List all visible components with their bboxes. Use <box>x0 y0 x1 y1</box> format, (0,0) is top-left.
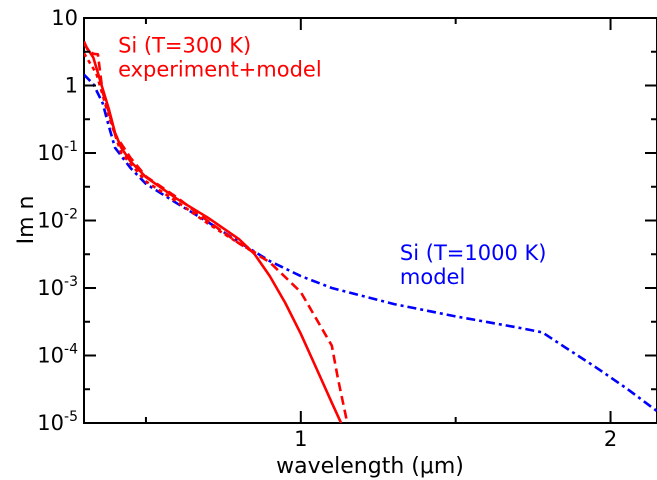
y-tick-label: 10 <box>51 6 78 30</box>
y-tick-label: 10-1 <box>37 139 78 165</box>
annotation-layer: Si (T=300 K)experiment+model Si (T=1000 K… <box>118 33 546 289</box>
x-tick-label: 1 <box>294 427 307 451</box>
annotation-text: Si (T=300 K) <box>118 33 251 57</box>
annotation-text: experiment+model <box>118 57 322 81</box>
x-tick-label: 2 <box>604 427 617 451</box>
y-tick-label: 10-5 <box>37 409 78 435</box>
tick-layer: 10 1 10-1 10-2 10-3 10-4 10-5 1 2 <box>37 6 657 451</box>
y-tick-label: 10-3 <box>37 274 78 300</box>
series-layer <box>84 40 657 423</box>
y-axis-label: Im n <box>14 196 39 245</box>
x-axis-label: wavelength (μm) <box>276 454 464 479</box>
series-line-3 <box>84 52 259 256</box>
series-line-1 <box>84 42 343 423</box>
y-tick-label: 1 <box>65 74 78 98</box>
y-tick-label: 10-2 <box>37 207 78 233</box>
series-line-0 <box>84 73 657 413</box>
annotation-text: model <box>400 265 465 289</box>
series-line-2 <box>84 40 349 423</box>
annotation-text: Si (T=1000 K) <box>400 241 547 265</box>
y-tick-label: 10-4 <box>37 342 78 368</box>
